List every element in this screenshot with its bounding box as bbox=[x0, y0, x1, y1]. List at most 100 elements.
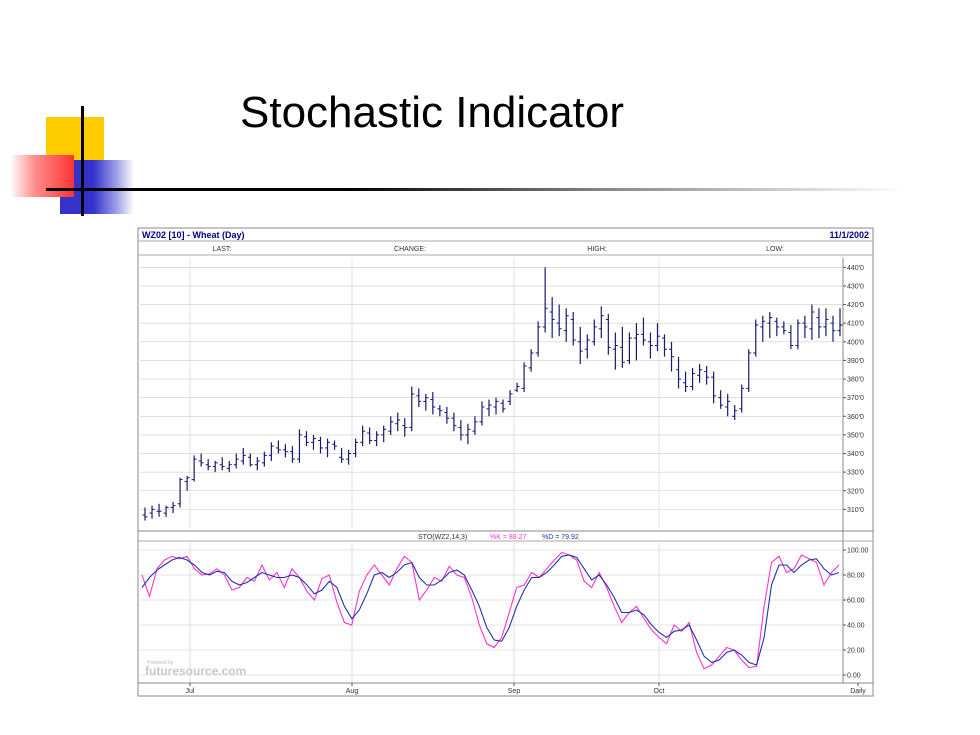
price-bar bbox=[760, 315, 766, 342]
price-bar bbox=[626, 332, 632, 365]
x-tick-label: Oct bbox=[654, 688, 665, 695]
price-tick-label: 310'0 bbox=[847, 507, 864, 514]
price-bar bbox=[549, 297, 555, 339]
price-bar bbox=[423, 393, 429, 411]
price-bar bbox=[289, 446, 295, 463]
sto-tick-label: 60.00 bbox=[847, 598, 865, 605]
price-bar bbox=[788, 325, 794, 350]
price-bar bbox=[318, 436, 324, 454]
price-bar bbox=[430, 392, 436, 415]
price-tick-label: 340'0 bbox=[847, 451, 864, 458]
price-bar bbox=[528, 349, 534, 372]
price-bar bbox=[409, 386, 415, 432]
price-bar bbox=[647, 332, 653, 359]
price-bar bbox=[830, 315, 836, 342]
header-field-last: LAST: bbox=[213, 246, 232, 253]
price-bar bbox=[381, 425, 387, 443]
price-bar bbox=[711, 371, 717, 404]
sto-d-line bbox=[141, 554, 840, 666]
price-bar bbox=[247, 453, 253, 467]
price-bar bbox=[149, 505, 155, 519]
price-bar bbox=[374, 431, 380, 447]
price-bar bbox=[472, 416, 478, 435]
x-tick-label: Jul bbox=[186, 688, 195, 695]
price-bar bbox=[781, 321, 787, 335]
price-bar bbox=[268, 442, 274, 461]
price-panel: 440'0 430'0 420'0 410'0 400'0 390'0 380'0 370'0… bbox=[140, 258, 864, 683]
price-bar bbox=[254, 457, 260, 471]
price-bar bbox=[142, 507, 148, 521]
price-tick-label: 370'0 bbox=[847, 395, 864, 402]
stochastic-panel: 100.00 80.00 60.00 40.00 20.00 0.00 bbox=[140, 542, 869, 683]
price-bar bbox=[233, 453, 239, 469]
price-bar bbox=[669, 341, 675, 372]
price-bar bbox=[367, 427, 373, 445]
price-bar bbox=[661, 334, 667, 357]
price-bar bbox=[816, 308, 822, 339]
price-bar bbox=[191, 455, 197, 482]
slide-title: Stochastic Indicator bbox=[240, 88, 624, 137]
price-bar bbox=[612, 332, 618, 370]
price-bar bbox=[226, 460, 232, 473]
price-tick-label: 440'0 bbox=[847, 265, 864, 272]
price-bar bbox=[240, 447, 246, 465]
price-bar bbox=[563, 308, 569, 342]
price-bar bbox=[493, 397, 499, 415]
price-bar bbox=[303, 431, 309, 447]
price-bar bbox=[444, 406, 450, 424]
price-bar bbox=[704, 366, 710, 385]
price-tick-label: 330'0 bbox=[847, 470, 864, 477]
sto-title: STO(WZ2,14,3) bbox=[418, 534, 467, 541]
watermark-powered-by: Powered by bbox=[147, 660, 174, 666]
price-tick-label: 320'0 bbox=[847, 488, 864, 495]
sto-tick-label: 40.00 bbox=[847, 623, 865, 630]
price-bar bbox=[690, 367, 696, 391]
decor-horizontal-rule bbox=[46, 188, 906, 191]
price-tick-label: 350'0 bbox=[847, 432, 864, 439]
price-bar bbox=[346, 449, 352, 465]
price-bar bbox=[556, 304, 562, 337]
price-bar bbox=[479, 401, 485, 426]
price-bar bbox=[837, 308, 843, 337]
price-bar bbox=[570, 312, 576, 346]
sto-legend-k: %K = 88.27 bbox=[490, 534, 526, 541]
price-tick-label: 390'0 bbox=[847, 358, 864, 365]
price-bar bbox=[339, 447, 345, 463]
price-bar bbox=[605, 313, 611, 355]
x-tick-label: Sep bbox=[508, 688, 521, 695]
price-bar bbox=[395, 412, 401, 432]
price-bar bbox=[156, 503, 162, 517]
price-bar bbox=[795, 319, 801, 350]
price-bar bbox=[332, 440, 338, 450]
price-tick-label: 360'0 bbox=[847, 414, 864, 421]
price-bar bbox=[676, 356, 682, 389]
chart-frame bbox=[137, 227, 874, 697]
price-bar bbox=[402, 418, 408, 437]
price-bar bbox=[683, 371, 689, 393]
price-tick-label: 400'0 bbox=[847, 339, 864, 346]
price-bar bbox=[809, 304, 815, 340]
chart-title: WZ02 [10] - Wheat (Day) bbox=[142, 230, 245, 240]
x-tick-label: Aug bbox=[346, 688, 359, 695]
price-bar bbox=[591, 319, 597, 346]
price-bar bbox=[177, 477, 183, 508]
sto-tick-label: 80.00 bbox=[847, 573, 865, 580]
price-bar bbox=[282, 444, 288, 458]
header-field-low: LOW: bbox=[766, 246, 784, 253]
price-bar bbox=[577, 326, 583, 365]
sto-tick-label: 20.00 bbox=[847, 648, 865, 655]
price-bar bbox=[360, 425, 366, 447]
price-tick-label: 430'0 bbox=[847, 283, 864, 290]
price-bar bbox=[739, 384, 745, 413]
price-bar bbox=[725, 393, 731, 417]
price-bar bbox=[746, 349, 752, 393]
price-bar bbox=[296, 429, 302, 463]
price-bar bbox=[718, 390, 724, 409]
header-field-high: HIGH: bbox=[587, 246, 607, 253]
chart-date: 11/1/2002 bbox=[829, 230, 869, 240]
x-tick-label: Daily bbox=[850, 688, 866, 695]
price-bar bbox=[458, 420, 464, 441]
decor-vertical-line bbox=[81, 106, 84, 216]
price-bar bbox=[732, 405, 738, 420]
